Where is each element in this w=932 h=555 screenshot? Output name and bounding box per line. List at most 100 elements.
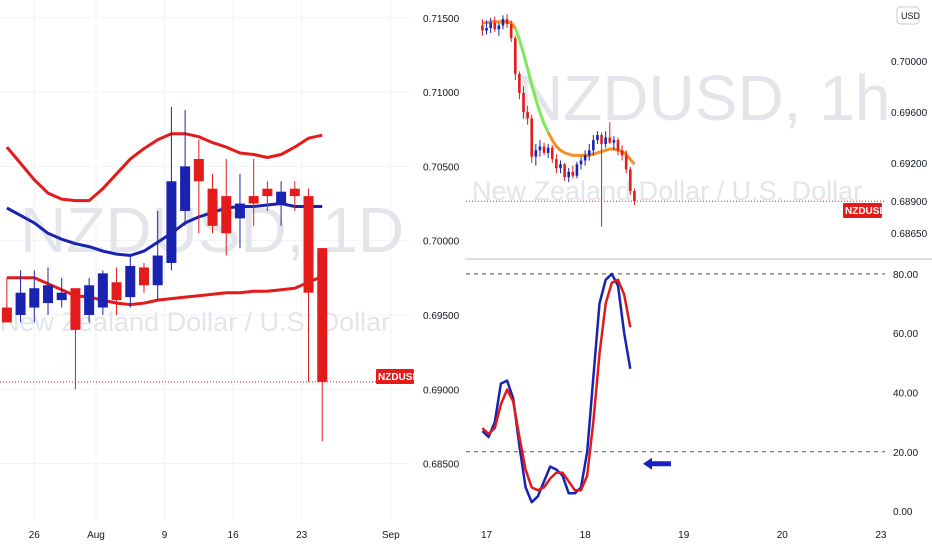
right-candle-body bbox=[596, 135, 599, 141]
oscillator-tick: 0.00 bbox=[893, 507, 913, 518]
left-candle-body bbox=[166, 181, 177, 263]
left-price-tick: 0.70500 bbox=[423, 162, 460, 173]
left-price-tick: 0.69000 bbox=[423, 385, 460, 396]
right-time-axis[interactable]: 17 18 19 20 23 bbox=[481, 530, 887, 541]
left-candle-body bbox=[84, 285, 95, 315]
right-time-tick: 17 bbox=[481, 530, 493, 541]
left-candle-body bbox=[303, 196, 314, 293]
oscillator-panel[interactable]: 80.00 60.00 40.00 20.00 0.00 17 18 19 20 23 bbox=[466, 270, 918, 541]
right-candle-body bbox=[522, 92, 525, 113]
bollinger-upper-line bbox=[5, 132, 323, 203]
oscillator-levels bbox=[466, 273, 885, 453]
left-time-tick: 9 bbox=[162, 530, 168, 541]
left-candle-body bbox=[29, 288, 40, 308]
right-badge-bg bbox=[843, 203, 882, 218]
left-last-price-badge: NZDUSD bbox=[376, 369, 420, 384]
right-candle-body bbox=[546, 147, 550, 153]
ma-orange-start bbox=[482, 20, 517, 29]
right-candle-body bbox=[575, 164, 579, 176]
oscillator-tick: 40.00 bbox=[893, 388, 918, 399]
right-candle-body bbox=[497, 25, 501, 30]
left-candle-body bbox=[70, 288, 81, 330]
left-price-tick: 0.71500 bbox=[423, 14, 460, 25]
right-candle-body bbox=[587, 150, 591, 156]
oscillator-lines bbox=[481, 272, 632, 504]
left-badge-bg bbox=[376, 369, 414, 384]
right-last-price-badge: NZDUSD bbox=[843, 203, 887, 218]
left-price-tick: 0.70000 bbox=[423, 237, 460, 248]
right-price-tick: 0.68650 bbox=[891, 229, 928, 240]
right-candle-body bbox=[555, 159, 558, 169]
left-candle-body bbox=[125, 265, 136, 298]
left-time-tick: 16 bbox=[228, 530, 240, 541]
right-candle-body bbox=[538, 146, 542, 151]
right-top-chart-panel[interactable]: NZDUSD, 1h New Zealand Dollar / U.S. Dol… bbox=[465, 2, 928, 258]
left-candle-body bbox=[56, 292, 67, 301]
left-candle-body bbox=[262, 188, 273, 197]
left-time-tick: Aug bbox=[87, 530, 105, 541]
right-candle-body bbox=[559, 164, 562, 169]
left-candle-body bbox=[276, 191, 287, 204]
right-price-tick: 0.69200 bbox=[891, 159, 928, 170]
right-candle-body bbox=[616, 140, 620, 151]
right-candle-body bbox=[567, 171, 570, 178]
bollinger-bands bbox=[5, 132, 323, 307]
right-candle-body bbox=[629, 169, 632, 192]
right-candle-body bbox=[513, 38, 517, 74]
left-time-tick: 26 bbox=[29, 530, 41, 541]
currency-button[interactable]: USD bbox=[896, 6, 921, 25]
left-candle-body bbox=[15, 292, 26, 315]
right-candle-body bbox=[518, 73, 521, 93]
left-time-axis[interactable]: 26 Aug 9 16 23 Sep bbox=[29, 530, 400, 541]
right-candle-body bbox=[530, 118, 534, 157]
left-time-tick: 23 bbox=[296, 530, 308, 541]
left-time-tick: Sep bbox=[382, 530, 400, 541]
right-candle-body bbox=[608, 137, 612, 143]
currency-button-bg[interactable] bbox=[896, 6, 920, 25]
right-price-tick: 0.68900 bbox=[891, 197, 928, 208]
left-badge-label: NZDUSD bbox=[378, 372, 420, 383]
right-top-price-axis[interactable]: 0.70000 0.69600 0.69200 0.68900 0.68650 bbox=[891, 57, 928, 240]
left-candle-body bbox=[42, 285, 53, 304]
left-candle-body bbox=[138, 267, 149, 286]
right-candle-body bbox=[481, 25, 484, 31]
oscillator-axis[interactable]: 80.00 60.00 40.00 20.00 0.00 bbox=[893, 270, 918, 518]
right-candle-body bbox=[633, 191, 636, 202]
right-time-tick: 23 bbox=[875, 530, 887, 541]
left-price-tick: 0.68500 bbox=[423, 460, 460, 471]
left-candle-body bbox=[97, 273, 108, 308]
right-time-tick: 18 bbox=[580, 530, 592, 541]
left-price-axis[interactable]: 0.71500 0.71000 0.70500 0.70000 0.69500 0.690… bbox=[423, 14, 460, 471]
right-candle-body bbox=[563, 164, 566, 178]
left-chart-panel[interactable]: NZDUSD, 1D New Zealand Dollar / U.S. Dol… bbox=[0, 0, 460, 541]
moving-average bbox=[482, 20, 636, 166]
right-price-tick: 0.69600 bbox=[891, 108, 928, 119]
right-candle-body bbox=[505, 19, 509, 25]
right-candle-body bbox=[600, 135, 603, 144]
oscillator-tick: 80.00 bbox=[893, 270, 918, 281]
blue-arrow-icon bbox=[643, 457, 671, 470]
left-candle-body bbox=[1, 307, 12, 323]
right-time-tick: 20 bbox=[777, 530, 789, 541]
left-candle-body bbox=[152, 255, 163, 286]
oscillator-tick: 20.00 bbox=[893, 448, 918, 459]
right-candle-body bbox=[550, 147, 554, 160]
left-candle-body bbox=[180, 166, 191, 211]
left-candle-body bbox=[221, 196, 232, 234]
left-candle-body bbox=[193, 158, 204, 182]
left-candle-body bbox=[248, 196, 259, 204]
left-grid bbox=[0, 0, 410, 520]
right-badge-label: NZDUSD bbox=[845, 206, 887, 217]
left-candle-body bbox=[234, 203, 245, 219]
bollinger-middle-line bbox=[6, 202, 323, 257]
right-watermark: NZDUSD, 1h New Zealand Dollar / U.S. Dol… bbox=[472, 62, 890, 206]
right-candle-body bbox=[485, 28, 488, 31]
right-watermark-symbol: NZDUSD, 1h bbox=[517, 62, 890, 134]
left-candle-body bbox=[317, 248, 328, 382]
right-candle-body bbox=[534, 150, 538, 157]
right-candle-body bbox=[604, 137, 607, 144]
left-candles bbox=[1, 106, 328, 442]
ma-orange-end bbox=[546, 131, 636, 166]
right-candle-body bbox=[579, 160, 583, 165]
